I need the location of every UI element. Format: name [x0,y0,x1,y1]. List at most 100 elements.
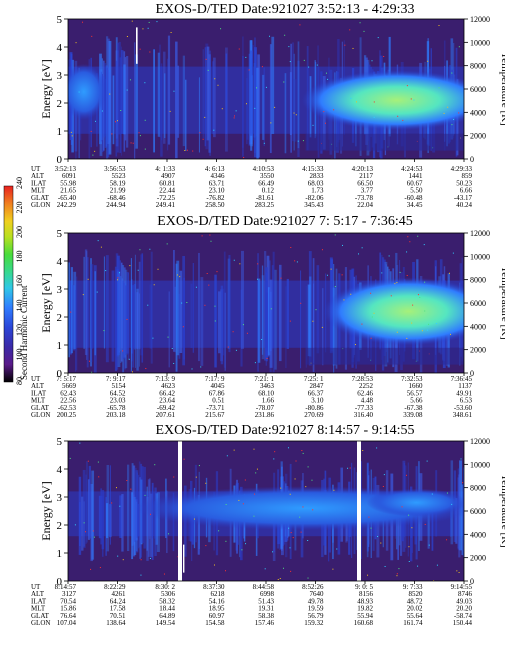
noise-point [448,272,450,274]
table-cell: 20.20 [456,605,472,613]
spectral-streak [242,36,244,148]
spectral-streak [204,47,207,147]
table-cell: 4:24:53 [401,165,423,173]
table-cell: 4623 [161,382,176,390]
y2-tick-label: 0 [470,369,474,378]
noise-point [205,58,207,60]
y2-axis-label: Temperature [K] [499,474,505,547]
noise-point [452,252,454,254]
noise-point [116,120,118,122]
spectral-streak [146,486,149,551]
noise-point [290,570,292,572]
noise-point [78,91,80,93]
y2-tick-label: 0 [470,155,474,164]
plot-area [68,441,464,581]
table-cell: 242.29 [57,201,77,209]
noise-point [411,322,413,324]
table-row-label: GLAT [31,194,50,202]
spectral-streak [126,464,130,552]
noise-point [105,270,107,272]
table-cell: 19.31 [258,605,274,613]
table-cell: 7: 9:17 [106,375,126,383]
noise-point [419,297,421,299]
table-row-label: GLAT [31,612,50,620]
spectral-streak [154,487,157,557]
spectral-streak [274,269,277,370]
y-tick-label: 4 [57,464,63,476]
noise-point [311,479,313,481]
noise-point [199,132,201,134]
table-cell: 48.72 [407,597,423,605]
spectral-streak [269,44,272,154]
colorbar-tick-label: 80 [15,377,24,385]
noise-point [91,371,93,373]
y-tick-label: 5 [57,228,63,240]
y2-tick-label: 6000 [470,507,486,516]
table-cell: 159.32 [304,619,324,627]
noise-point [130,142,132,144]
spectral-streak [120,276,122,363]
noise-point [272,551,274,553]
noise-point [449,333,451,335]
noise-point [186,149,188,151]
table-cell: 23.64 [159,397,175,405]
noise-point [456,570,458,572]
spectral-streak [121,494,124,552]
lower-band [305,347,464,365]
noise-point [292,537,294,539]
table-cell: -78.07 [256,404,275,412]
table-cell: 4346 [211,172,226,180]
noise-point [307,577,309,579]
noise-point [254,362,256,364]
noise-point [71,135,73,137]
noise-point [254,107,256,109]
noise-point [342,244,344,246]
y2-tick-label: 2000 [470,346,486,355]
spectral-streak [139,477,141,559]
table-cell: 3:52:13 [55,165,77,173]
noise-point [128,358,130,360]
noise-point [246,332,248,334]
spectral-streak [300,270,302,369]
noise-point [129,265,131,267]
spectral-streak [119,260,121,352]
noise-point [122,559,124,561]
table-cell: 22.04 [357,201,373,209]
noise-point [257,263,259,265]
table-cell: 54.16 [209,597,225,605]
noise-point [373,101,375,103]
spectral-streak [84,249,88,356]
noise-point [274,106,276,108]
table-cell: 5.50 [410,187,423,195]
table-cell: 8156 [359,590,374,598]
noise-point [87,460,89,462]
noise-point [451,72,453,74]
noise-point [148,21,150,23]
spectral-streak [86,257,89,368]
noise-point [209,234,211,236]
y-tick-label: 1 [57,548,63,560]
noise-point [82,21,84,23]
table-cell: 68.10 [258,389,274,397]
spectral-streak [213,57,216,138]
noise-point [126,35,128,37]
noise-point [402,119,404,121]
spectral-streak [75,289,77,372]
noise-point [74,524,76,526]
table-cell: 150.44 [453,619,473,627]
table-cell: 21.99 [110,187,126,195]
noise-point [245,56,247,58]
table-cell: 2847 [310,382,325,390]
spectral-streak [262,74,265,140]
noise-point [308,66,310,68]
noise-point [397,115,399,117]
table-cell: 49.03 [456,597,472,605]
noise-point [381,272,383,274]
noise-point [116,487,118,489]
spectral-streak [133,284,136,350]
y2-tick-label: 4000 [470,322,486,331]
table-cell: 6998 [260,590,275,598]
noise-point [283,567,285,569]
spectral-streak [86,461,88,543]
data-marker [183,544,185,573]
